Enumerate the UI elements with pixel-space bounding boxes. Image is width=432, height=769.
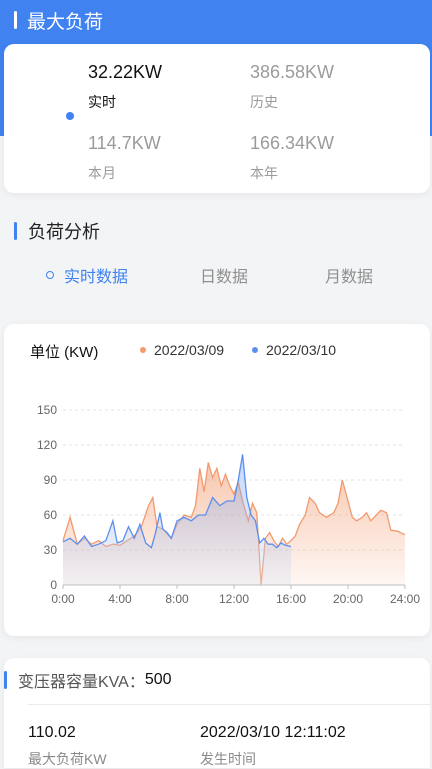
stat-value: 166.34KW bbox=[250, 133, 335, 153]
legend-item-0310[interactable]: 2022/03/10 bbox=[252, 342, 336, 358]
stat-label: 本月 bbox=[88, 165, 116, 181]
y-tick-label: 150 bbox=[37, 403, 57, 417]
y-tick-label: 30 bbox=[44, 543, 58, 557]
stat-year[interactable]: 166.34KW 本年 bbox=[250, 133, 334, 183]
y-tick-label: 0 bbox=[50, 578, 57, 592]
stat-value: 386.58KW bbox=[250, 62, 335, 82]
transformer-title: 变压器容量KVA： 500 bbox=[4, 668, 172, 692]
y-tick-label: 120 bbox=[37, 438, 57, 452]
stat-value: 32.22KW bbox=[88, 62, 163, 82]
x-tick-label: 20:00 bbox=[333, 592, 363, 606]
occur-time-label: 发生时间 bbox=[200, 751, 256, 767]
stat-month[interactable]: 114.7KW 本月 bbox=[88, 133, 161, 183]
max-load-value: 110.02 bbox=[28, 724, 76, 741]
transformer-capacity: 500 bbox=[144, 671, 172, 688]
tab-label: 日数据 bbox=[200, 269, 249, 286]
tab-label: 实时数据 bbox=[64, 269, 129, 286]
legend-dot-icon bbox=[140, 347, 146, 353]
max-load-card: 32.22KW 实时 386.58KW 历史 114.7KW 本月 166.34… bbox=[4, 44, 430, 193]
x-tick-label: 24:00 bbox=[390, 592, 420, 606]
divider bbox=[28, 704, 430, 705]
y-axis-ticks: 0 30 60 90 120 150 bbox=[37, 403, 57, 592]
section-accent-bar bbox=[14, 222, 17, 240]
x-tick-label: 4:00 bbox=[108, 592, 132, 606]
load-analysis-title: 负荷分析 bbox=[14, 218, 100, 244]
y-tick-label: 90 bbox=[44, 473, 58, 487]
stat-value: 114.7KW bbox=[88, 133, 161, 153]
title-accent-bar bbox=[14, 11, 17, 29]
chart-card: 单位 (KW) 2022/03/09 2022/03/10 0 30 60 90 120… bbox=[4, 324, 430, 636]
x-tick-label: 8:00 bbox=[165, 592, 189, 606]
active-dot-icon bbox=[66, 112, 74, 120]
x-axis-ticks: 0:00 4:00 8:00 12:00 16:00 20:00 24:00 bbox=[51, 585, 420, 606]
section-accent-bar bbox=[4, 671, 7, 689]
transformer-card: 变压器容量KVA： 500 110.02 最大负荷KW 2022/03/10 1… bbox=[4, 658, 430, 768]
legend-dot-icon bbox=[252, 347, 258, 353]
legend-label: 2022/03/10 bbox=[266, 342, 337, 358]
series-line-0310 bbox=[62, 454, 292, 549]
x-tick-label: 16:00 bbox=[276, 592, 306, 606]
y-tick-label: 60 bbox=[44, 508, 58, 522]
tab-month[interactable]: 月数据 bbox=[325, 263, 373, 287]
series-area-0310 bbox=[63, 454, 291, 585]
occur-time-item: 2022/03/10 12:11:02 发生时间 bbox=[200, 724, 346, 769]
legend-item-0309[interactable]: 2022/03/09 bbox=[140, 342, 224, 358]
legend-label: 2022/03/09 bbox=[154, 342, 225, 358]
occur-time-value: 2022/03/10 12:11:02 bbox=[200, 724, 346, 741]
stat-label: 历史 bbox=[250, 94, 278, 110]
section-title-text: 负荷分析 bbox=[28, 222, 100, 242]
stat-label: 本年 bbox=[250, 165, 278, 181]
stat-label: 实时 bbox=[88, 94, 116, 110]
max-load-item: 110.02 最大负荷KW bbox=[28, 724, 107, 769]
tab-realtime[interactable]: 实时数据 bbox=[46, 263, 128, 287]
chart-unit-label: 单位 (KW) bbox=[30, 344, 99, 361]
stat-realtime[interactable]: 32.22KW 实时 bbox=[66, 62, 163, 120]
x-tick-label: 12:00 bbox=[219, 592, 249, 606]
tab-day[interactable]: 日数据 bbox=[200, 263, 248, 287]
tab-active-ring-icon bbox=[46, 271, 54, 279]
stat-history[interactable]: 386.58KW 历史 bbox=[250, 62, 334, 112]
x-tick-label: 0:00 bbox=[51, 592, 75, 606]
transformer-label: 变压器容量KVA： bbox=[18, 674, 145, 691]
load-chart: 0 30 60 90 120 150 0:00 4:00 8:00 12:00 16:00 20:0… bbox=[37, 403, 420, 606]
page-title: 最大负荷 bbox=[14, 8, 104, 33]
page-title-text: 最大负荷 bbox=[27, 11, 104, 33]
tab-label: 月数据 bbox=[325, 269, 374, 286]
max-load-label: 最大负荷KW bbox=[28, 751, 107, 767]
